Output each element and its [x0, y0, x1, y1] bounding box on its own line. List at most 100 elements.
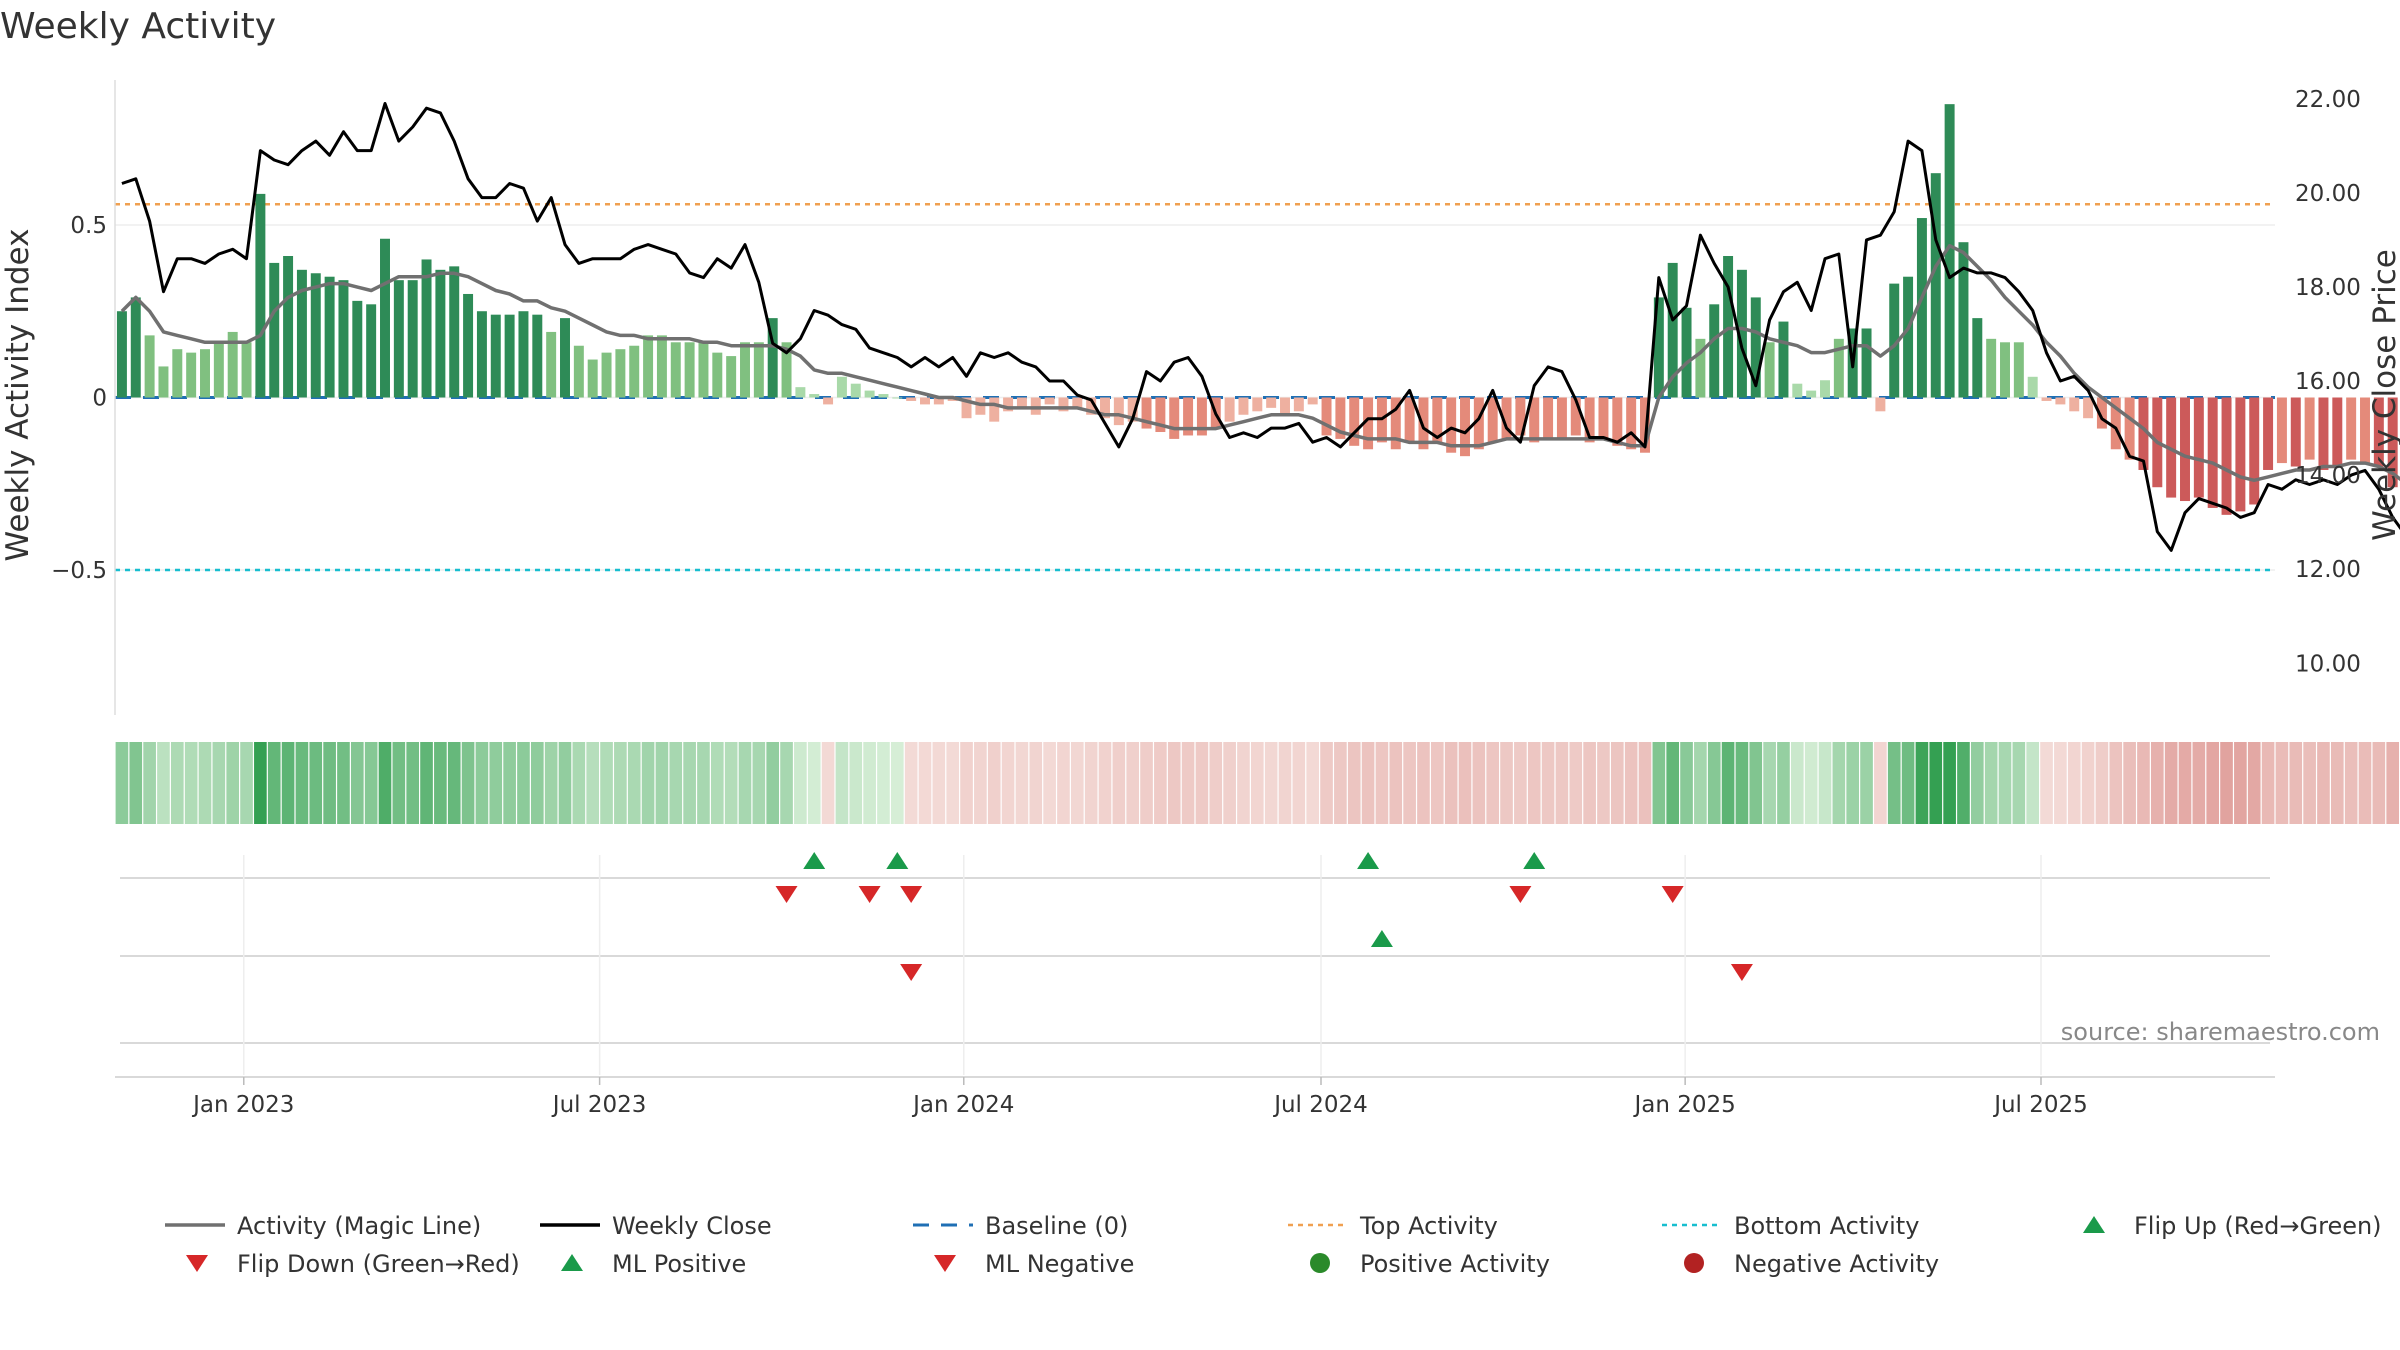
heat-cell — [655, 742, 669, 824]
y2-tick-label: 16.00 — [2295, 369, 2361, 395]
activity-bar — [2041, 397, 2052, 401]
legend-label: Baseline (0) — [985, 1212, 1128, 1240]
activity-bar — [1390, 397, 1401, 450]
activity-bar — [1418, 397, 1429, 450]
activity-bar — [172, 349, 183, 398]
heat-cell — [1527, 742, 1541, 824]
activity-bar — [1487, 397, 1498, 443]
heat-cell — [240, 742, 253, 824]
heat-cell — [281, 742, 295, 824]
activity-bar — [1280, 397, 1290, 415]
activity-bar — [1972, 318, 1983, 398]
heat-cell — [1472, 742, 1486, 824]
heat-cell — [1790, 742, 1804, 824]
activity-bar — [1653, 297, 1664, 398]
heat-cell — [1154, 742, 1167, 824]
heat-cell — [669, 742, 683, 824]
activity-bar — [2387, 397, 2398, 488]
weekly-close-line — [121, 102, 2400, 552]
heat-cell — [1417, 742, 1430, 824]
activity-bar — [1515, 397, 1526, 436]
activity-bar — [809, 394, 820, 398]
activity-bar — [213, 342, 224, 398]
heat-cell — [1998, 742, 2012, 824]
flip-up-marker — [1523, 852, 1546, 869]
heat-cell — [1541, 742, 1555, 824]
heat-strip — [115, 742, 2400, 824]
activity-bar — [2263, 397, 2274, 470]
activity-bar — [407, 280, 418, 398]
heat-cell — [1915, 742, 1929, 824]
activity-bar — [726, 356, 737, 398]
activity-bar — [435, 269, 446, 398]
activity-bar — [518, 311, 529, 398]
heat-cell — [932, 742, 946, 824]
heat-cell — [572, 742, 586, 824]
activity-bar — [1224, 397, 1235, 422]
y2-tick-label: 22.00 — [2295, 87, 2361, 113]
flip-up-marker — [886, 852, 909, 869]
heat-cell — [1458, 742, 1472, 824]
heat-cell — [1610, 742, 1624, 824]
x-axis: Jan 2023 Jul 2023 Jan 2024 Jul 2024 Jan 2025… — [191, 1077, 2088, 1118]
activity-bar — [1778, 321, 1789, 398]
legend-triangle-down-swatch — [186, 1255, 208, 1272]
heat-cell — [1306, 742, 1320, 824]
activity-bar — [269, 262, 280, 398]
heat-cell — [2303, 742, 2316, 824]
heat-cell — [1195, 742, 1209, 824]
heat-cell — [2275, 742, 2289, 824]
series-lines — [120, 102, 2400, 552]
activity-bar — [1238, 397, 1249, 415]
activity-bar — [989, 397, 1000, 422]
heat-cell — [1749, 742, 1763, 824]
heat-cell — [1070, 742, 1084, 824]
activity-bar — [1473, 397, 1484, 450]
heat-cell — [1029, 742, 1043, 824]
heat-cell — [364, 742, 378, 824]
y2-tick-label: 20.00 — [2295, 181, 2361, 207]
heat-cell — [2344, 742, 2358, 824]
heat-cell — [1970, 742, 1984, 824]
heat-cell — [1707, 742, 1721, 824]
heat-cell — [1181, 742, 1195, 824]
signal-markers — [115, 852, 2275, 1078]
chart-title: Weekly Activity — [0, 6, 276, 47]
legend-item: ML Negative — [934, 1250, 1134, 1278]
reference-lines — [115, 202, 2275, 572]
heat-cell — [129, 742, 143, 824]
y-axis-label: Weekly Activity Index — [0, 229, 36, 562]
activity-bar — [393, 280, 404, 398]
activity-bar — [2193, 397, 2204, 498]
activity-bar — [573, 345, 584, 398]
legend-label: Flip Down (Green→Red) — [237, 1250, 520, 1278]
activity-bar — [1183, 397, 1194, 436]
heat-cell — [2386, 742, 2400, 824]
heat-cell — [904, 742, 918, 824]
heat-cell — [1389, 742, 1403, 824]
activity-bar — [1640, 397, 1650, 453]
heat-cell — [267, 742, 281, 824]
activity-bar — [2124, 397, 2135, 460]
heat-cell — [1126, 742, 1140, 824]
activity-bar — [1529, 397, 1540, 443]
heat-cell — [2358, 742, 2372, 824]
heat-cell — [1043, 742, 1056, 824]
heat-cell — [1777, 742, 1790, 824]
activity-bar — [1058, 397, 1069, 412]
activity-bar — [1141, 397, 1152, 429]
heat-cell — [517, 742, 530, 824]
activity-bar — [864, 390, 875, 398]
activity-bar — [656, 335, 667, 398]
activity-bar — [1736, 269, 1747, 398]
activity-bar — [1404, 397, 1415, 443]
heat-cell — [1597, 742, 1610, 824]
activity-bar — [421, 259, 432, 398]
heat-cell — [143, 742, 156, 824]
heat-cell — [1320, 742, 1333, 824]
heat-cell — [1403, 742, 1416, 824]
heat-cell — [849, 742, 863, 824]
activity-bar — [532, 314, 543, 398]
x-tick-label: Jan 2025 — [1632, 1092, 1735, 1118]
heat-cell — [1929, 742, 1943, 824]
